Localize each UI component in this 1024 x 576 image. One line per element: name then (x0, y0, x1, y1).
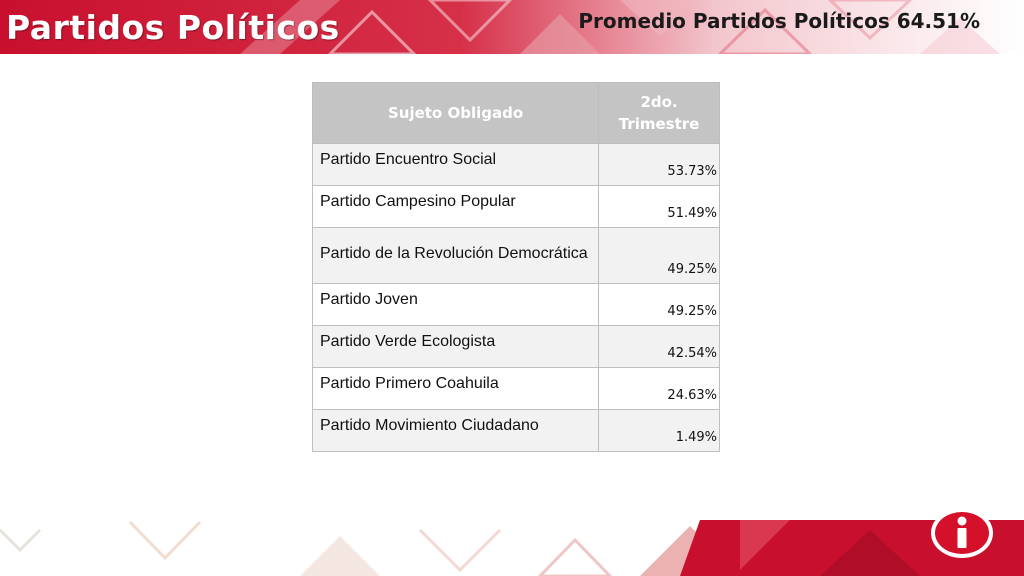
party-name: Partido de la Revolución Democrática (320, 245, 588, 262)
party-name: Partido Campesino Popular (320, 193, 516, 210)
table-row: Partido Verde Ecologista 42.54% (311, 325, 720, 368)
party-percentage: 51.49% (667, 206, 717, 221)
party-percentage: 49.25% (667, 262, 717, 277)
banner-pattern (0, 0, 1024, 54)
table-row: Partido de la Revolución Democrática 49.… (311, 227, 720, 284)
footer-pattern (0, 520, 1024, 576)
party-percentage: 24.63% (667, 388, 717, 403)
party-percentage: 1.49% (675, 430, 717, 445)
transparency-table: Sujeto Obligado 2do. Trimestre Partido En… (311, 82, 720, 452)
table-row: Partido Joven 49.25% (311, 283, 720, 326)
table-row: Partido Primero Coahuila 24.63% (311, 367, 720, 410)
party-name: Partido Verde Ecologista (320, 333, 496, 350)
table-row: Partido Encuentro Social 53.73% (311, 143, 720, 186)
slide-title: Partidos Políticos (6, 8, 340, 47)
party-name: Partido Joven (320, 291, 418, 308)
party-name: Partido Encuentro Social (320, 151, 497, 168)
info-logo-icon (930, 507, 994, 559)
party-percentage: 49.25% (667, 304, 717, 319)
party-percentage: 42.54% (667, 346, 717, 361)
table-header-row: Sujeto Obligado 2do. Trimestre (311, 82, 720, 144)
column-header-subject: Sujeto Obligado (311, 82, 600, 144)
column-header-quarter: 2do. Trimestre (598, 82, 720, 144)
party-name: Partido Movimiento Ciudadano (320, 417, 539, 434)
footer-decoration (0, 500, 1024, 576)
party-percentage: 53.73% (667, 164, 717, 179)
table-row: Partido Movimiento Ciudadano 1.49% (311, 409, 720, 452)
header-banner: Partidos Políticos Promedio Partidos Pol… (0, 0, 1024, 54)
party-name: Partido Primero Coahuila (320, 375, 499, 392)
table-row: Partido Campesino Popular 51.49% (311, 185, 720, 228)
average-label: Promedio Partidos Políticos 64.51% (578, 9, 980, 33)
